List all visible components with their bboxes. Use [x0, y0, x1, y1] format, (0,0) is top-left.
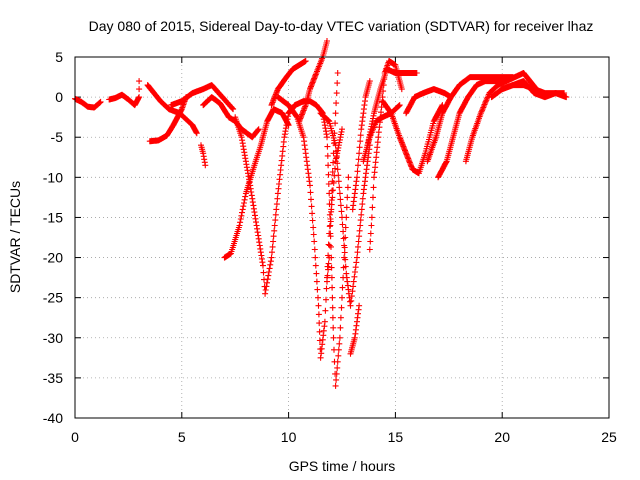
- y-tick-label: 0: [55, 89, 63, 105]
- series-arc-12: [285, 98, 352, 389]
- data-marks-arc-7: [200, 94, 262, 141]
- x-tick-labels: 0 5 10 15 20 25: [71, 429, 617, 445]
- series-arc-17: [349, 78, 373, 213]
- x-tick-label: 5: [178, 429, 186, 445]
- series-arc-16: [347, 302, 363, 357]
- y-tick-labels: 5 0 -5 -10 -15 -20 -25 -30 -35 -40: [43, 49, 63, 426]
- data-marks-arc-25: [462, 70, 540, 165]
- x-tick-label: 20: [494, 429, 510, 445]
- y-tick-label: -5: [51, 129, 64, 145]
- y-tick-label: -10: [43, 169, 63, 185]
- data-marks-arc-2: [106, 78, 143, 109]
- data-marks-arc-24: [435, 78, 506, 181]
- plot-frame: [74, 56, 610, 419]
- series-arc-13: [296, 38, 330, 125]
- data-marks-arc-21: [379, 98, 446, 177]
- axis-ticks: [74, 56, 610, 419]
- series-arc-10: [268, 58, 309, 109]
- y-tick-label: -15: [43, 209, 63, 225]
- data-marks-arc-13: [296, 38, 330, 125]
- series-arc-25: [462, 70, 540, 165]
- data-marks-arc-15: [317, 110, 373, 309]
- x-tick-label: 25: [601, 429, 617, 445]
- series-arc-21: [379, 98, 446, 177]
- series-arc-18: [366, 58, 405, 253]
- data-marks-arc-17: [349, 78, 373, 213]
- data-marks-arc-23: [424, 74, 516, 165]
- series-arc-4: [144, 82, 200, 137]
- series-arc-23: [424, 74, 516, 165]
- series-arc-24: [435, 78, 506, 181]
- data-marks-arc-1: [72, 95, 104, 111]
- series-arc-6: [198, 142, 209, 169]
- data-marks-arc-18: [366, 58, 405, 253]
- y-tick-label: -30: [43, 330, 63, 346]
- y-tick-label: 5: [55, 49, 63, 65]
- data-series: [72, 38, 570, 389]
- data-marks-arc-10: [268, 58, 309, 109]
- series-arc-1: [72, 95, 104, 111]
- data-marks-arc-27: [499, 78, 568, 101]
- series-arc-8: [221, 106, 292, 261]
- y-axis-label: SDTVAR / TECUs: [7, 181, 23, 293]
- series-arc-22: [403, 86, 454, 117]
- series-arc-2: [106, 78, 143, 109]
- data-marks-arc-8: [221, 106, 292, 261]
- y-tick-label: -20: [43, 250, 63, 266]
- data-marks-arc-6: [198, 142, 209, 169]
- x-axis-label: GPS time / hours: [289, 458, 396, 474]
- data-marks-arc-5: [168, 82, 237, 113]
- y-tick-label: -40: [43, 410, 63, 426]
- x-tick-label: 15: [388, 429, 404, 445]
- data-marks-arc-22: [403, 86, 454, 117]
- chart-title: Day 080 of 2015, Sidereal Day-to-day VTE…: [89, 18, 594, 34]
- series-arc-5: [168, 82, 237, 113]
- data-marks-arc-12: [285, 98, 352, 389]
- data-marks-arc-16: [347, 302, 363, 357]
- y-tick-label: -25: [43, 290, 63, 306]
- x-tick-label: 10: [281, 429, 297, 445]
- series-arc-7: [200, 94, 262, 141]
- series-arc-15: [317, 110, 373, 309]
- x-tick-label: 0: [71, 429, 79, 445]
- series-arc-27: [499, 78, 568, 101]
- data-marks-arc-4: [144, 82, 200, 137]
- gridlines: [75, 57, 609, 418]
- y-tick-label: -35: [43, 370, 63, 386]
